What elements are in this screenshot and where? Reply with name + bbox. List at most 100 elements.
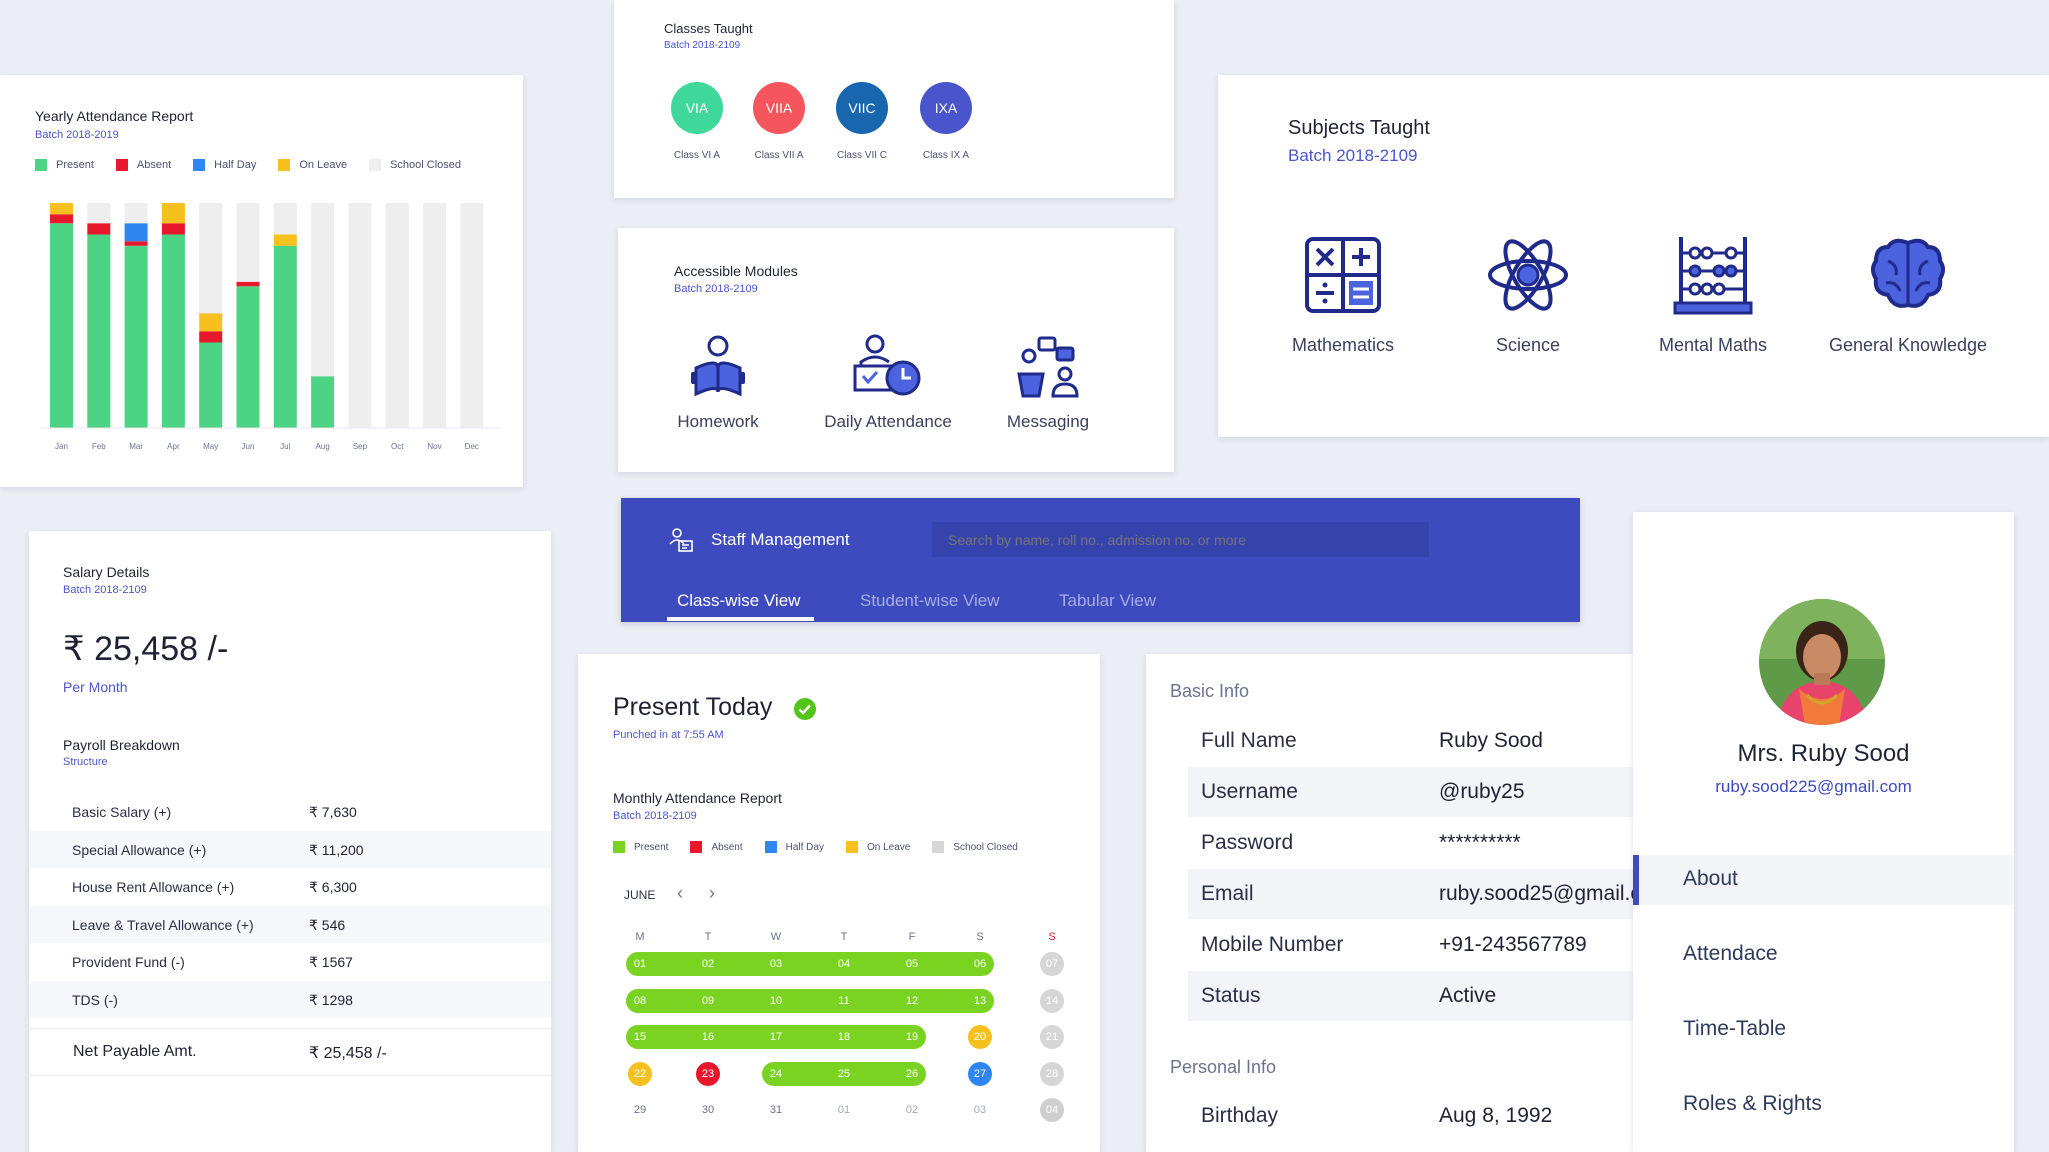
tab-class-wise-view[interactable]: Class-wise View (677, 591, 801, 610)
module-messaging[interactable]: Messaging (983, 328, 1113, 448)
module-label: Daily Attendance (824, 412, 952, 431)
module-label: Homework (677, 412, 759, 431)
calendar-day[interactable]: 02 (701, 958, 715, 970)
bar-absent-jan (50, 214, 73, 224)
calendar-day[interactable]: 28 (1040, 1061, 1064, 1086)
subject-mathematics[interactable]: Mathematics (1258, 235, 1428, 365)
calendar-day[interactable]: 12 (905, 994, 919, 1007)
menu-item-attendace[interactable]: Attendace (1633, 930, 2014, 980)
calendar-day[interactable]: 04 (837, 958, 851, 970)
subject-science[interactable]: Science (1443, 235, 1613, 365)
modules-subtitle: Batch 2018-2109 (674, 283, 758, 295)
menu-item-about[interactable]: About (1633, 855, 2014, 905)
net-value: ₹ 25,458 /- (309, 1045, 387, 1062)
subject-label: Mental Maths (1658, 335, 1768, 355)
calendar-day[interactable]: 07 (1040, 952, 1064, 976)
info-row: Password ********** (1146, 818, 1634, 868)
bar-present-jan (50, 223, 73, 428)
legend-swatch (115, 159, 128, 171)
calendar-day[interactable]: 30 (701, 1104, 715, 1116)
tab-tabular-view[interactable]: Tabular View (1059, 591, 1157, 610)
x-tick-label: Apr (167, 442, 180, 451)
subject-general-knowledge[interactable]: General Knowledge (1813, 235, 2003, 365)
calendar-day[interactable]: 09 (701, 994, 715, 1007)
modules-title: Accessible Modules (674, 263, 798, 279)
calendar-day[interactable]: 04 (1040, 1098, 1064, 1122)
calendar-day[interactable]: 05 (905, 958, 919, 970)
tab-student-wise-view[interactable]: Student-wise View (860, 591, 1000, 610)
calendar-day[interactable]: 22 (628, 1061, 652, 1086)
attendance-bar-chart: Jan Feb Mar Apr May Jun Jul Aug Sep Oct Nov Dec (40, 203, 500, 451)
class-item[interactable]: VIIA Class VII A (749, 82, 809, 166)
calendar-day[interactable]: 24 (769, 1067, 783, 1080)
info-label: Status (1201, 984, 1261, 1007)
calendar-day[interactable]: 15 (633, 1031, 647, 1043)
subjects-title: Subjects Taught (1288, 117, 1430, 139)
calendar-day[interactable]: 03 (973, 1104, 987, 1116)
calendar-day[interactable]: 27 (968, 1061, 992, 1086)
calendar-day[interactable]: 19 (905, 1031, 919, 1043)
calendar-day[interactable]: 26 (905, 1067, 919, 1080)
class-item[interactable]: VIIC Class VII C (832, 82, 892, 166)
calendar-day[interactable]: 01 (837, 1104, 851, 1116)
x-tick-label: Aug (315, 442, 329, 451)
module-homework[interactable]: Homework (658, 328, 778, 448)
payroll-item-value: ₹ 11,200 (309, 841, 364, 858)
calendar-day[interactable]: 31 (769, 1104, 783, 1116)
calendar-day[interactable]: 20 (968, 1025, 992, 1049)
calendar-day[interactable]: 06 (973, 958, 987, 970)
calendar-day[interactable]: 16 (701, 1031, 715, 1043)
x-tick-label: Sep (353, 442, 368, 451)
present-week-bar (626, 988, 994, 1013)
calendar-day[interactable]: 21 (1040, 1025, 1064, 1049)
accessible-modules-card: Accessible Modules Batch 2018-2109 Homew… (618, 228, 1174, 472)
calendar-day[interactable]: 18 (837, 1031, 851, 1043)
table-row: TDS (-) ₹ 1298 (29, 980, 551, 1018)
salary-details-card: Salary Details Batch 2018-2109 ₹ 25,458 … (29, 531, 551, 1152)
bar-school-closed-mar (124, 203, 148, 224)
weekday-label: S (976, 931, 984, 943)
legend-swatch (764, 841, 777, 853)
payroll-item-label: Basic Salary (+) (72, 804, 172, 820)
menu-item-time-table[interactable]: Time-Table (1633, 1005, 2014, 1055)
calendar-day[interactable]: 17 (769, 1031, 783, 1043)
next-month-button[interactable]: › (709, 883, 715, 903)
monthly-legend: Present Absent Half Day On Leave School … (613, 841, 1040, 853)
check-circle-icon (794, 698, 816, 720)
present-week-bar (762, 1061, 926, 1086)
subject-mental-maths[interactable]: Mental Maths (1628, 235, 1798, 365)
menu-item-label: Time-Table (1683, 1017, 1787, 1040)
class-item[interactable]: IXA Class IX A (916, 82, 976, 166)
payroll-item-label: Leave & Travel Allowance (+) (72, 916, 254, 933)
module-daily-attendance[interactable]: Daily Attendance (808, 328, 968, 448)
calendar-day[interactable]: 01 (633, 958, 647, 970)
info-label: Email (1201, 882, 1254, 905)
class-item[interactable]: VIA Class VI A (667, 82, 727, 166)
staff-search-input[interactable] (932, 522, 1429, 557)
staff-title: Staff Management (711, 530, 850, 549)
class-label: Class IX A (922, 150, 970, 161)
calendar-day[interactable]: 03 (769, 958, 783, 970)
bar-school-closed-jun (236, 203, 260, 282)
profile-email[interactable]: ruby.sood225@gmail.com (1715, 777, 1912, 796)
calendar-day[interactable]: 08 (633, 994, 647, 1007)
x-tick-label: Jul (280, 442, 290, 451)
prev-month-button[interactable]: ‹ (677, 883, 683, 903)
calendar-day[interactable]: 13 (973, 994, 987, 1007)
legend-item-present: Present (35, 159, 94, 171)
calendar-day[interactable]: 23 (696, 1061, 720, 1086)
bar-school-closed-jul (273, 203, 297, 235)
staff-search-box[interactable] (932, 522, 1429, 557)
x-tick-label: Feb (92, 442, 106, 451)
present-week-bar (626, 1025, 926, 1049)
calendar-day[interactable]: 14 (1040, 988, 1064, 1013)
calendar-day[interactable]: 10 (769, 994, 783, 1007)
calendar-day[interactable]: 11 (838, 994, 850, 1007)
menu-item-roles-rights[interactable]: Roles & Rights (1633, 1080, 2014, 1130)
bar-absent-jun (236, 281, 260, 287)
calendar-day[interactable]: 29 (633, 1104, 647, 1116)
calendar-day[interactable]: 02 (905, 1104, 919, 1116)
salary-period: Per Month (63, 679, 128, 695)
calendar-day[interactable]: 25 (837, 1067, 851, 1080)
net-payable-row: Net Payable Amt. ₹ 25,458 /- (29, 1028, 551, 1076)
